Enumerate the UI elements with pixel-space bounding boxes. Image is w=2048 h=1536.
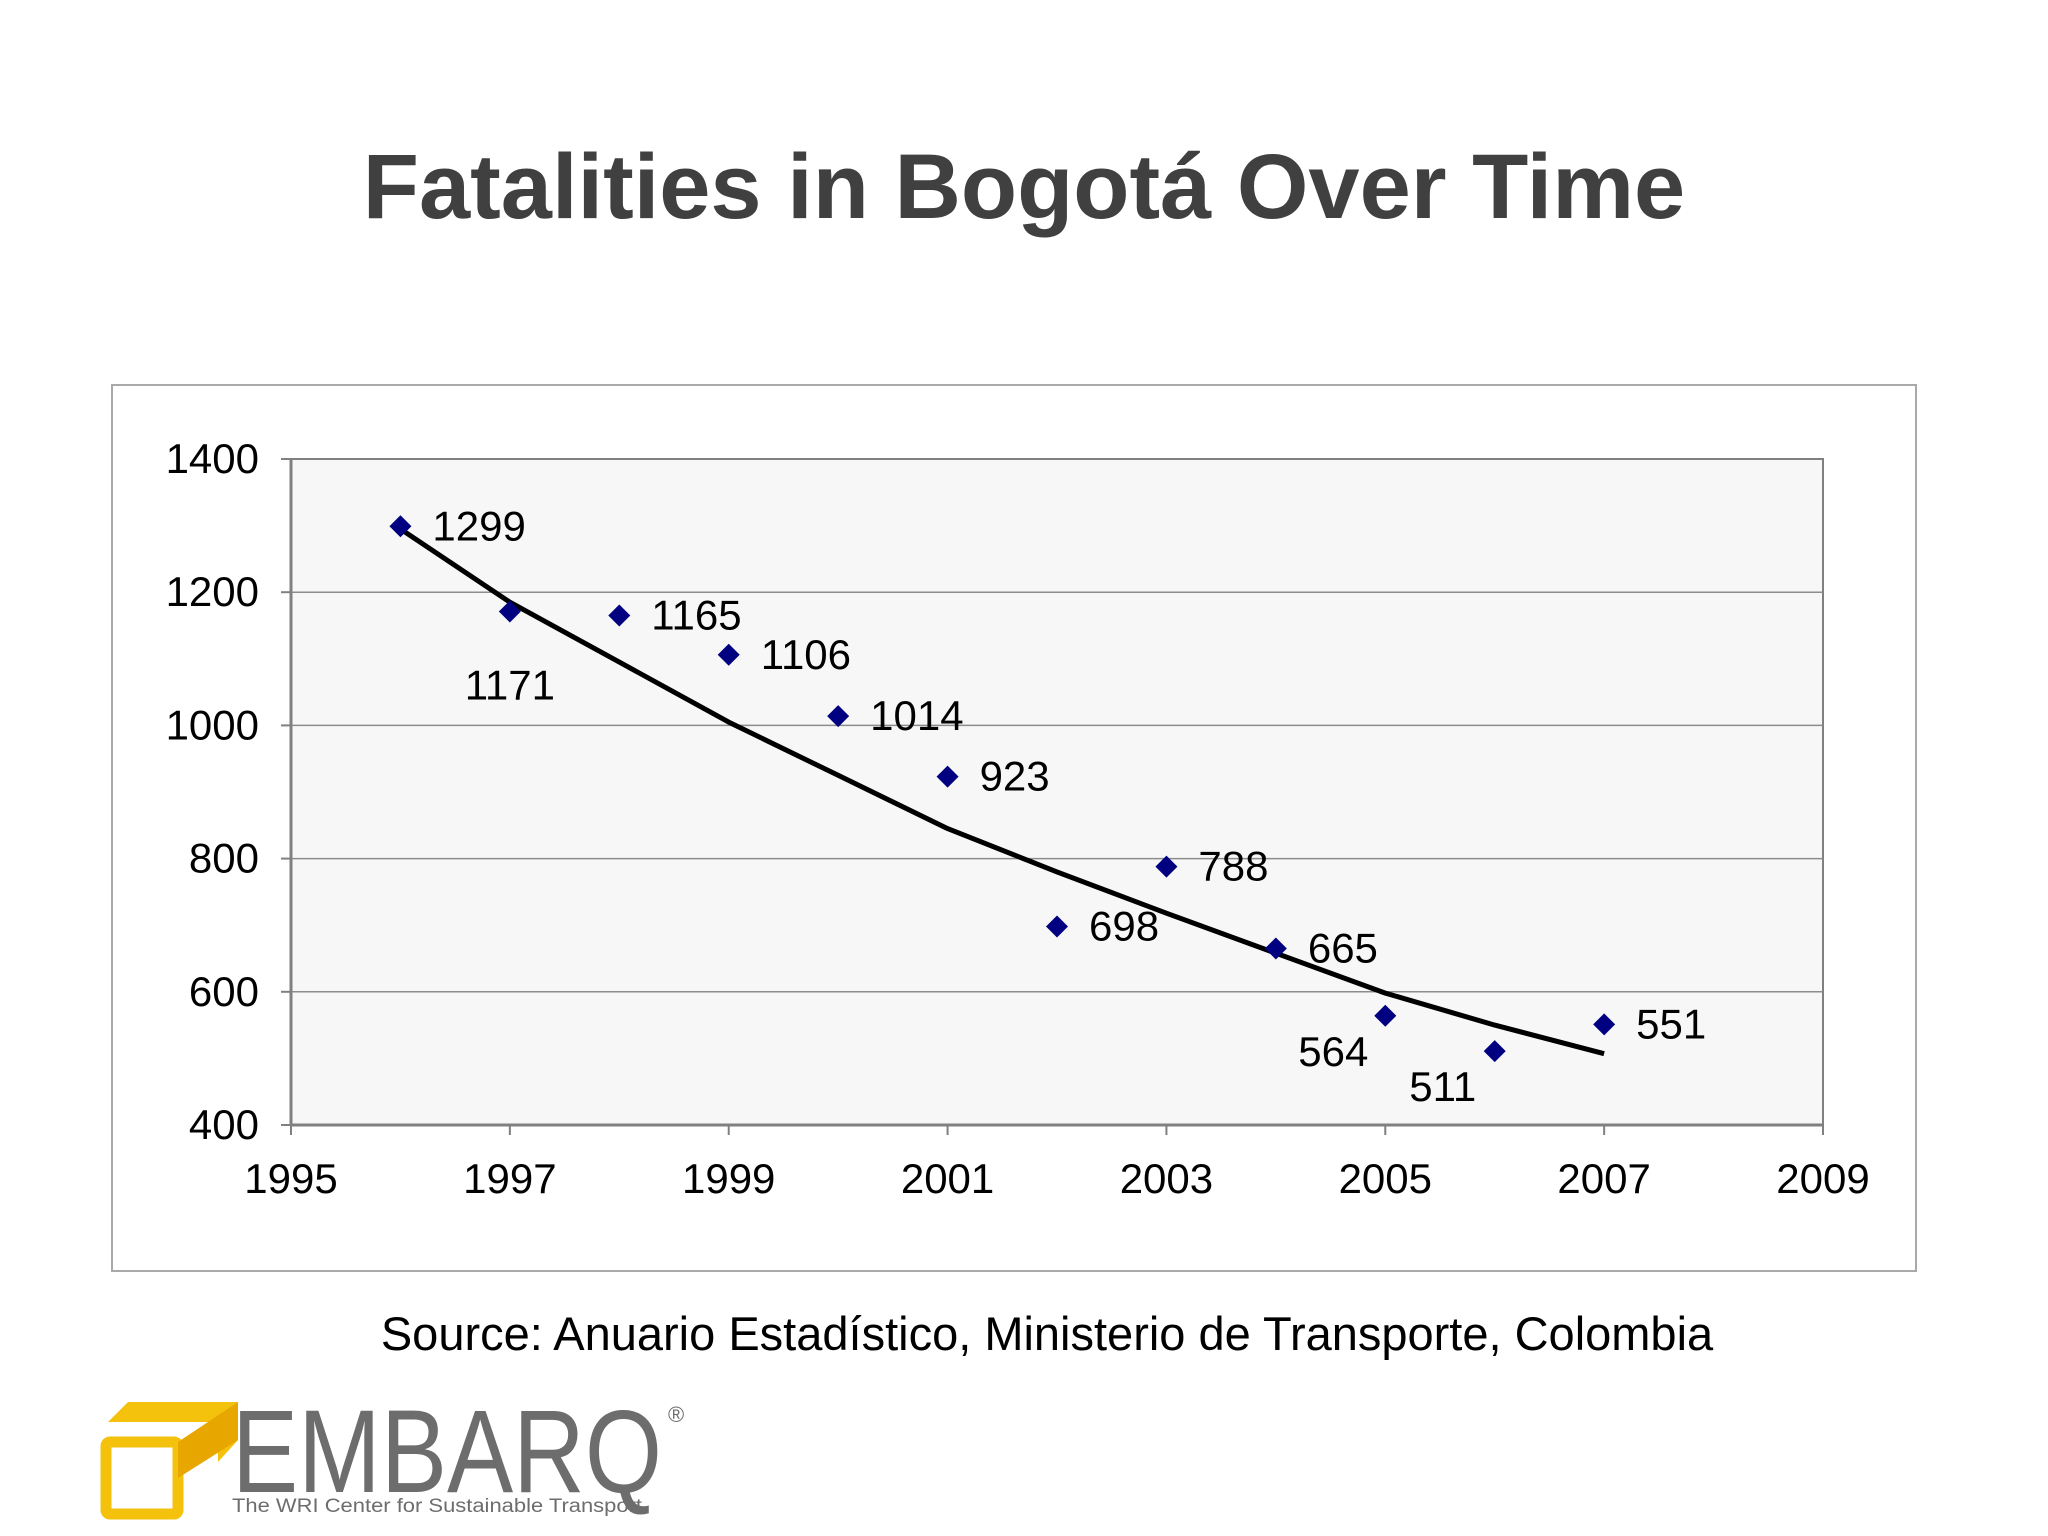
embarq-logo: EMBARQ ® The WRI Center for Sustainable … <box>100 1390 684 1520</box>
data-label: 698 <box>1089 903 1159 950</box>
data-point <box>498 600 521 623</box>
y-tick-label: 600 <box>189 968 259 1015</box>
y-tick-label: 1200 <box>166 568 259 615</box>
x-tick-label: 1999 <box>682 1155 775 1202</box>
data-point <box>936 765 959 788</box>
embarq-mark-back <box>108 1402 238 1462</box>
fatalities-chart: 400 600 800 1000 1200 1400 1995 1997 1999 2001 200… <box>166 435 1870 1202</box>
data-point <box>608 604 631 627</box>
source-caption: Source: Anuario Estadístico, Ministerio … <box>380 1307 1714 1360</box>
data-label: 1165 <box>651 592 741 639</box>
data-point <box>1593 1013 1616 1036</box>
x-tick-label: 2001 <box>901 1155 994 1202</box>
data-point <box>1046 915 1068 938</box>
data-point <box>1264 937 1287 960</box>
data-label: 788 <box>1198 843 1268 890</box>
plot-area <box>290 458 1824 1126</box>
data-point <box>1483 1040 1506 1063</box>
data-point <box>1155 855 1178 878</box>
x-tick-label: 2003 <box>1120 1155 1213 1202</box>
data-point <box>827 705 850 728</box>
y-tick-label: 400 <box>189 1101 259 1148</box>
data-label: 511 <box>1409 1063 1476 1110</box>
x-tick-label: 1995 <box>244 1155 337 1202</box>
y-tick-label: 800 <box>189 835 259 882</box>
embarq-tagline: The WRI Center for Sustainable Transport <box>232 1496 643 1517</box>
embarq-wordmark: EMBARQ <box>232 1390 662 1518</box>
embarq-mark-icon <box>100 1402 238 1520</box>
data-label: 1106 <box>761 631 851 678</box>
x-tick-label: 2009 <box>1776 1155 1869 1202</box>
trendline <box>399 526 1605 1057</box>
data-label: 564 <box>1298 1028 1368 1075</box>
data-label: 665 <box>1308 925 1378 972</box>
slide-title: Fatalities in Bogotá Over Time <box>362 136 1686 238</box>
chart-frame: 400 600 800 1000 1200 1400 1995 1997 1999 2001 200… <box>111 384 1917 1272</box>
embarq-mark-front <box>100 1436 184 1520</box>
y-tick-label: 1400 <box>166 435 259 482</box>
embarq-mark-fold <box>178 1402 238 1478</box>
data-label: 1014 <box>870 692 963 739</box>
data-label: 1299 <box>432 502 525 549</box>
data-label: 1171 <box>465 662 555 709</box>
x-tick-label: 2007 <box>1557 1155 1650 1202</box>
data-label: 923 <box>980 753 1050 800</box>
data-point <box>389 515 412 538</box>
x-tick-label: 2005 <box>1339 1155 1432 1202</box>
data-point <box>1374 1004 1397 1027</box>
embarq-registered-mark: ® <box>668 1402 684 1427</box>
data-point <box>717 643 740 666</box>
x-tick-label: 1997 <box>463 1155 556 1202</box>
data-label: 551 <box>1636 1000 1706 1047</box>
y-tick-label: 1000 <box>166 701 259 748</box>
